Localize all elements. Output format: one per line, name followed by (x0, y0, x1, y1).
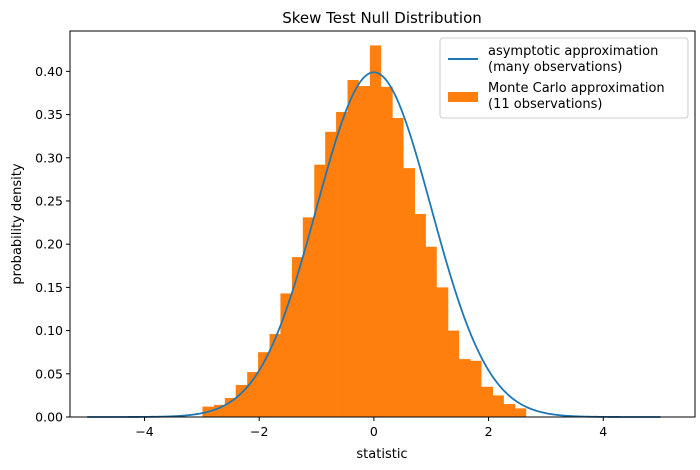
histogram-bar (314, 164, 326, 417)
x-tick-label: 4 (599, 424, 607, 439)
chart-title: Skew Test Null Distribution (282, 9, 482, 27)
y-tick-label: 0.40 (35, 64, 63, 79)
histogram-bar (269, 334, 281, 417)
legend-entry-2-line2: (11 observations) (488, 97, 602, 112)
histogram-bar (447, 330, 460, 417)
histogram-bar (347, 80, 359, 417)
histogram-bar (481, 386, 493, 417)
x-tick-label: −2 (250, 424, 268, 439)
histogram-bar (380, 86, 393, 417)
axes-frame (69, 30, 696, 418)
histogram-bar (503, 404, 516, 417)
y-tick-label: 0.00 (35, 410, 63, 425)
x-tick-label: −4 (135, 424, 153, 439)
histogram-bar (470, 360, 482, 417)
legend: asymptotic approximation (many observati… (439, 37, 689, 119)
y-axis-label: probability density (10, 163, 25, 284)
y-tick-label: 0.35 (35, 107, 63, 122)
histogram-bar (213, 404, 226, 417)
x-tick-label: 2 (485, 424, 493, 439)
legend-entry-2-line1: Monte Carlo approximation (488, 81, 665, 96)
x-axis-label: statistic (356, 447, 407, 462)
histogram-bar (436, 287, 449, 417)
y-tick-label: 0.10 (35, 323, 63, 338)
histogram-bar (369, 45, 382, 418)
histogram-bar (235, 385, 248, 417)
x-tick-label: 0 (370, 424, 378, 439)
asymptotic-curve (87, 71, 661, 418)
histogram-bar (258, 352, 270, 417)
y-axis-ticks: 0.00 0.05 0.10 0.15 0.20 0.25 0.30 0.35 0.40 (35, 64, 70, 425)
y-tick-label: 0.20 (35, 237, 63, 252)
legend-bar-swatch (448, 92, 478, 102)
histogram-bar (224, 397, 237, 417)
histogram-bar (425, 246, 437, 417)
legend-box (439, 37, 689, 119)
histogram-bar (247, 372, 259, 417)
y-tick-label: 0.25 (35, 193, 63, 208)
histogram-bar (458, 359, 471, 417)
histogram-bar (392, 118, 404, 418)
y-tick-label: 0.15 (35, 280, 63, 295)
histogram-bar (403, 168, 416, 417)
histogram-bar (336, 111, 348, 417)
histogram-bar (514, 408, 527, 417)
histogram-bar (492, 395, 504, 417)
x-axis-ticks: −4 −2 0 2 4 (135, 417, 607, 439)
legend-entry-1-line2: (many observations) (488, 60, 623, 75)
histogram-bar (325, 131, 337, 417)
legend-entry-1-line1: asymptotic approximation (488, 44, 658, 59)
histogram-bars (202, 45, 527, 418)
y-tick-label: 0.05 (35, 366, 63, 381)
histogram-bar (280, 293, 293, 417)
histogram-bar (358, 86, 371, 417)
y-tick-label: 0.30 (35, 150, 63, 165)
histogram-bar (302, 217, 315, 417)
histogram-bar (291, 257, 304, 417)
histogram-bar (414, 213, 426, 417)
